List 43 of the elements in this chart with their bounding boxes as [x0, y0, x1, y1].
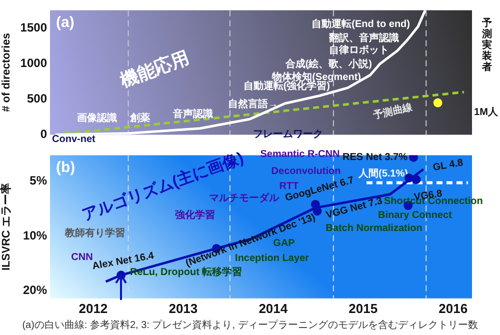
- annotation: GL 4.8: [432, 157, 464, 174]
- y-tick-label: 500: [26, 92, 48, 106]
- annotation: 予測曲線: [370, 101, 415, 122]
- text: 1M人: [474, 106, 499, 118]
- annotation: 自律ロボット: [329, 44, 389, 56]
- text: (a)の白い曲線: 参考資料2, 3: プレゼン資料より, ディープラーニングのモデルを含むディレクトリー数: [21, 318, 479, 332]
- annotation: 画像認識: [77, 112, 117, 124]
- y-axis-title: # of directories: [0, 33, 13, 112]
- annotation: CNN: [71, 252, 93, 263]
- annotation: 合成(絵、歌、小説): [284, 58, 372, 70]
- y-tick-label: 0: [40, 127, 48, 142]
- annotation: 転移学習: [201, 266, 242, 278]
- y-tick-label: 5%: [30, 174, 48, 188]
- annotation: RES Net 3.7%: [342, 152, 408, 164]
- point: [409, 155, 418, 162]
- x-tick-label: 2016: [438, 300, 468, 316]
- y-tick-label: 1000: [20, 56, 48, 70]
- x-tick-label: 2013: [168, 300, 198, 316]
- annotation: Deconvolution: [271, 166, 341, 177]
- x-tick-label: 2012: [78, 300, 108, 316]
- annotation: 自然言語→: [228, 98, 278, 110]
- annotation: 創薬: [129, 112, 150, 124]
- annotation: Binary Connect: [378, 210, 453, 221]
- y-tick-label: 10%: [22, 228, 48, 242]
- y-tick-label: 20%: [22, 283, 48, 298]
- annotation: 自動運転(End to end): [312, 18, 410, 30]
- annotation: Inception Layer: [235, 252, 310, 264]
- y-axis-title: ILSVRC エラー率: [0, 183, 13, 271]
- text: 予測実装者: [481, 16, 493, 73]
- annotation: 物体検知(Segment): [271, 70, 361, 83]
- point: [412, 175, 421, 184]
- annotation: ReLu, Dropout: [130, 266, 200, 278]
- y-tick-label: 1500: [20, 20, 48, 34]
- annotation: 音声認識: [172, 108, 213, 120]
- x-tick-label: 2015: [348, 300, 378, 316]
- annotation: 翻訳、音声認識: [328, 32, 399, 44]
- annotation: 教師有り学習: [64, 226, 125, 239]
- annotation: 強化学習: [175, 208, 215, 221]
- annotation: 機能応用: [116, 47, 192, 92]
- annotation: Conv-net: [52, 134, 96, 145]
- chart-title: (b): [56, 158, 76, 176]
- chart-title: (a): [56, 14, 74, 31]
- x-tick-label: 2014: [258, 300, 288, 316]
